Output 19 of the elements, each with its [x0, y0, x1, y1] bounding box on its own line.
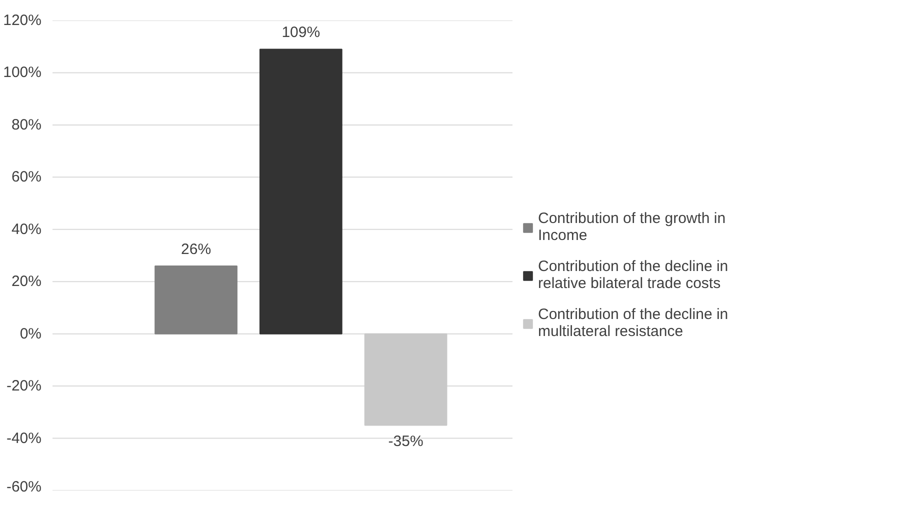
y-tick-label: -20%	[6, 378, 42, 395]
bar	[364, 333, 448, 426]
data-label: -35%	[388, 433, 424, 450]
data-label: 26%	[181, 240, 212, 258]
legend-label: Contribution of the decline in multilateral resistance	[538, 306, 728, 340]
y-tick-label: 80%	[11, 116, 42, 134]
y-tick-label: -40%	[6, 430, 42, 447]
y-tick-label: 120%	[3, 12, 42, 29]
y-tick-label: -60%	[6, 478, 42, 496]
bar	[154, 265, 238, 334]
y-tick-label: 20%	[11, 273, 42, 290]
data-label: 109%	[282, 24, 320, 42]
bar	[259, 48, 342, 334]
y-tick-label: 100%	[3, 64, 42, 82]
y-tick-label: 0%	[20, 325, 42, 342]
legend-label: Contribution of the growth in Income	[538, 210, 726, 244]
legend-label: Contribution of the decline in relative bilateral trade costs	[538, 258, 728, 292]
y-tick-label: 40%	[11, 220, 42, 238]
y-tick-label: 60%	[11, 168, 42, 186]
